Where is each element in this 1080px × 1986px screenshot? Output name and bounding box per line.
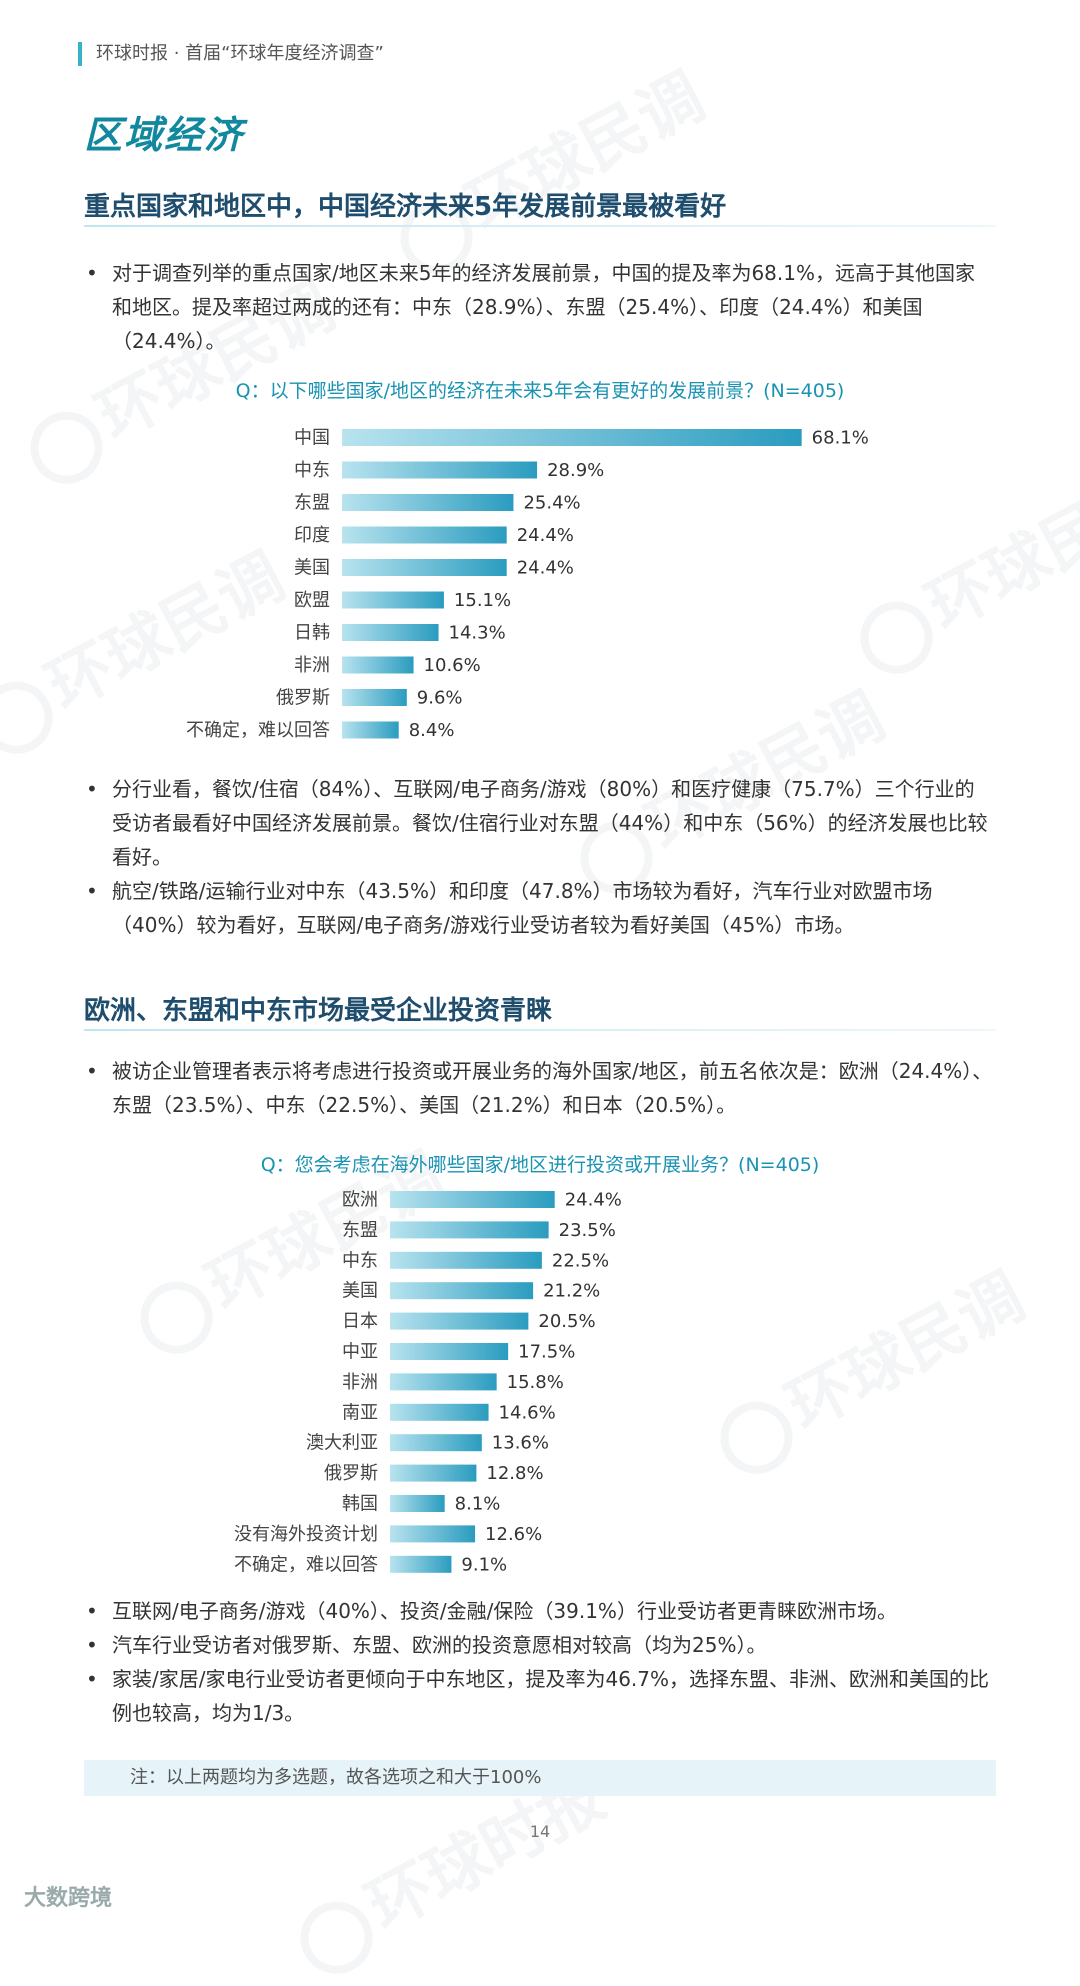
category-label: 不确定，难以回答 [186, 720, 330, 741]
value-label: 8.1% [455, 1494, 501, 1515]
bar [390, 1282, 534, 1300]
value-label: 24.4% [517, 525, 574, 546]
category-label: 东盟 [342, 1220, 378, 1241]
category-label: 没有海外投资计划 [234, 1524, 378, 1545]
footer-brand: 大数跨境 [24, 1886, 113, 1911]
watermark: 环球民调 [378, 47, 718, 286]
section1-heading: 重点国家和地区中，中国经济未来5年发展前景最被看好 [84, 192, 727, 222]
value-label: 20.5% [538, 1311, 595, 1332]
section2-heading: 欧洲、东盟和中东市场最受企业投资青睐 [84, 996, 553, 1026]
bar [390, 1191, 555, 1208]
value-label: 24.4% [517, 558, 574, 579]
section2-intro-list: 被访企业管理者表示将考虑进行投资或开展业务的海外国家/地区，前五名依次是：欧洲（… [84, 1054, 994, 1122]
category-label: 澳大利亚 [306, 1433, 378, 1454]
value-label: 15.8% [507, 1372, 564, 1393]
bar [390, 1464, 477, 1482]
value-label: 17.5% [518, 1342, 575, 1363]
category-label: 南亚 [342, 1402, 378, 1423]
bar [390, 1251, 542, 1269]
bullet-item: 互联网/电子商务/游戏（40%）、投资/金融/保险（39.1%）行业受访者更青睐… [84, 1594, 994, 1628]
bullet-item: 航空/铁路/运输行业对中东（43.5%）和印度（47.8%）市场较为看好，汽车行… [84, 874, 994, 942]
value-label: 24.4% [565, 1190, 622, 1211]
bullet-item: 对于调查列举的重点国家/地区未来5年的经济发展前景，中国的提及率为68.1%，远… [84, 256, 994, 358]
category-label: 俄罗斯 [276, 688, 330, 709]
category-label: 中亚 [342, 1342, 378, 1363]
value-label: 13.6% [492, 1433, 549, 1454]
page-number: 14 [529, 1822, 551, 1841]
bullet-item: 分行业看，餐饮/住宿（84%）、互联网/电子商务/游戏（80%）和医疗健康（75… [84, 772, 994, 874]
value-label: 12.6% [485, 1524, 542, 1545]
section1-findings-list: 分行业看，餐饮/住宿（84%）、互联网/电子商务/游戏（80%）和医疗健康（75… [84, 772, 994, 942]
bullet-item: 被访企业管理者表示将考虑进行投资或开展业务的海外国家/地区，前五名依次是：欧洲（… [84, 1054, 994, 1122]
category-label: 不确定，难以回答 [234, 1554, 378, 1575]
bar [342, 559, 507, 576]
bullet-item: 家装/家居/家电行业受访者更倾向于中东地区，提及率为46.7%，选择东盟、非洲、… [84, 1662, 994, 1730]
bar [342, 429, 802, 446]
category-label: 日本 [342, 1311, 378, 1332]
bar [390, 1525, 476, 1543]
value-label: 12.8% [486, 1463, 543, 1484]
bar [342, 721, 399, 739]
bar [342, 624, 439, 641]
bar [390, 1495, 445, 1512]
value-label: 23.5% [559, 1220, 616, 1241]
bar [342, 656, 414, 674]
value-label: 14.3% [449, 623, 506, 644]
bar [342, 461, 538, 479]
category-label: 欧洲 [342, 1190, 378, 1211]
category-label: 欧盟 [294, 590, 330, 611]
bar [390, 1555, 452, 1573]
bar [342, 494, 514, 511]
category-label: 非洲 [294, 655, 330, 676]
bar [390, 1312, 529, 1330]
section2-findings-list: 互联网/电子商务/游戏（40%）、投资/金融/保险（39.1%）行业受访者更青睐… [84, 1594, 994, 1730]
category-label: 非洲 [342, 1372, 378, 1393]
category-label: 中国 [294, 428, 330, 449]
value-label: 68.1% [812, 428, 869, 449]
value-label: 10.6% [424, 655, 481, 676]
section1-rule [84, 225, 996, 227]
report-header: 环球时报 · 首届“环球年度经济调查” [78, 42, 384, 66]
watermark: 环球民调 [838, 447, 1080, 686]
value-label: 9.6% [417, 688, 463, 709]
category-label: 美国 [342, 1281, 378, 1302]
value-label: 9.1% [461, 1554, 507, 1575]
category-label: 东盟 [294, 493, 330, 514]
chart1-title: Q：以下哪些国家/地区的经济在未来5年会有更好的发展前景？(N=405) [235, 380, 845, 402]
bullet-item: 汽车行业受访者对俄罗斯、东盟、欧洲的投资意愿相对较高（均为25%）。 [84, 1628, 994, 1662]
bar [342, 591, 444, 609]
value-label: 25.4% [523, 493, 580, 514]
category-label: 日韩 [294, 623, 330, 644]
category-label: 印度 [294, 525, 330, 546]
category-label: 中东 [294, 460, 330, 481]
category-label: 美国 [294, 558, 330, 579]
value-label: 8.4% [409, 720, 455, 741]
section1-intro-list: 对于调查列举的重点国家/地区未来5年的经济发展前景，中国的提及率为68.1%，远… [84, 256, 994, 358]
bar [390, 1403, 489, 1421]
watermark: 环球民调 [698, 1247, 1038, 1486]
category-label: 中东 [342, 1250, 378, 1271]
bar [390, 1434, 482, 1452]
bar [342, 689, 407, 706]
bar [390, 1373, 497, 1391]
value-label: 22.5% [552, 1250, 609, 1271]
category-label: 韩国 [342, 1494, 378, 1515]
value-label: 15.1% [454, 590, 511, 611]
bar [390, 1221, 549, 1239]
chart2-title: Q：您会考虑在海外哪些国家/地区进行投资或开展业务？(N=405) [260, 1154, 820, 1176]
section2-rule [84, 1029, 996, 1031]
category-label: 俄罗斯 [324, 1463, 378, 1484]
watermark: 环球民调 [0, 527, 298, 766]
footnote: 注：以上两题均为多选题，故各选项之和大于100% [84, 1760, 996, 1796]
value-label: 28.9% [547, 460, 604, 481]
bar [390, 1343, 509, 1360]
value-label: 21.2% [543, 1281, 600, 1302]
bar [342, 526, 507, 544]
value-label: 14.6% [499, 1402, 556, 1423]
section-title: 区域经济 [84, 113, 245, 157]
